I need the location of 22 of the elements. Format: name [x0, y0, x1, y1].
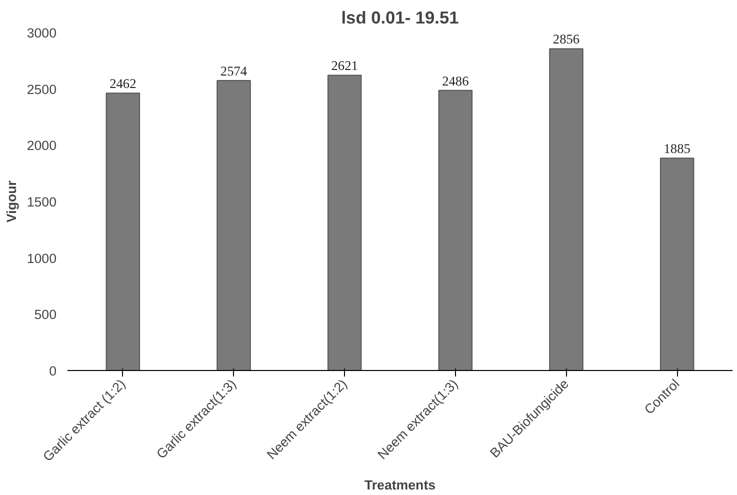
data-label: 2621 [331, 58, 358, 74]
data-label: 1885 [664, 141, 691, 156]
bar [660, 158, 694, 370]
data-label: 2856 [552, 32, 580, 47]
y-axis-title: Vigour [4, 180, 19, 222]
bar [106, 92, 140, 370]
y-tick-label: 1000 [26, 250, 57, 266]
data-label: 2486 [442, 73, 470, 88]
chart-title: lsd 0.01- 19.51 [341, 8, 460, 28]
data-label: 2462 [110, 76, 136, 92]
bar [549, 48, 584, 370]
y-tick-label: 500 [34, 307, 57, 322]
y-tick-label: 0 [49, 364, 57, 378]
y-tick-label: 2000 [26, 138, 57, 154]
x-axis-title: Treatments [364, 478, 436, 493]
y-tick-label: 2500 [26, 82, 57, 97]
data-label: 2574 [220, 63, 248, 78]
y-tick-label: 1500 [26, 194, 57, 210]
bar [438, 90, 473, 370]
bar [327, 74, 362, 370]
y-tick-label: 3000 [26, 26, 57, 40]
bar [216, 80, 251, 370]
